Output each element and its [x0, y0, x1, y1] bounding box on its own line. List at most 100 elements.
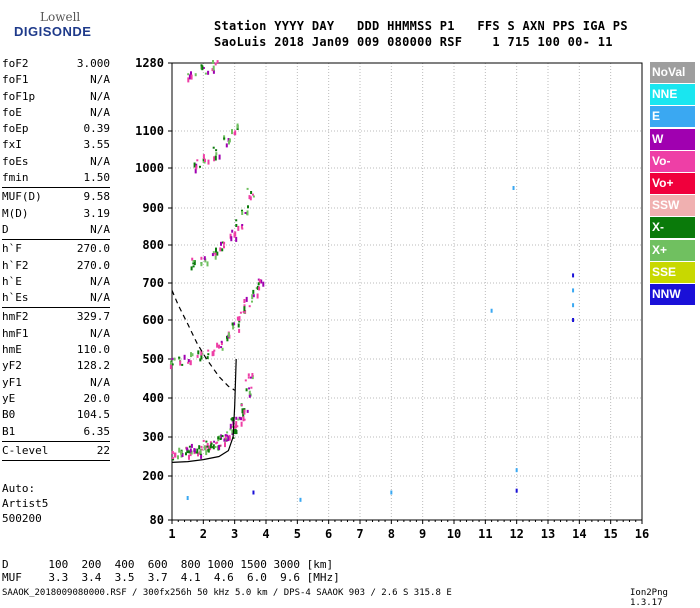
param-value: 0.39 [83, 122, 111, 136]
param-row: foF1 N/A [2, 72, 110, 88]
legend-item-e: E [650, 106, 695, 128]
echo-point [228, 434, 231, 440]
y-tick-label: 1100 [135, 124, 164, 138]
echo-point [248, 394, 251, 398]
echo-point [572, 318, 575, 322]
echo-point [224, 434, 227, 438]
echo-point [245, 296, 248, 302]
echo-point [214, 252, 217, 256]
param-row: MUF(D) 9.58 [2, 189, 110, 205]
echo-point [231, 425, 234, 428]
echo-point [204, 159, 206, 162]
echo-point [212, 251, 215, 255]
param-value: 1.50 [83, 171, 111, 185]
echo-point [236, 316, 239, 321]
param-row: C-level 22 [2, 443, 110, 459]
echo-point [188, 74, 191, 80]
echo-point [194, 73, 197, 77]
echo-point [214, 446, 217, 448]
echo-point [230, 236, 233, 242]
echo-point [207, 70, 210, 75]
echo-point [191, 257, 194, 261]
echo-point [191, 353, 194, 357]
x-tick-label: 15 [603, 527, 617, 541]
param-name: foF2 [2, 57, 29, 70]
param-value: N/A [90, 73, 110, 87]
param-row: foEs N/A [2, 154, 110, 170]
echo-point [390, 490, 393, 495]
echo-point [206, 356, 209, 360]
echo-point [246, 210, 249, 216]
echo-point [206, 445, 209, 448]
footer-version: Ion2Png 1.3.17 [630, 588, 668, 608]
echo-point [252, 195, 255, 198]
param-value: 3.000 [76, 57, 110, 70]
param-value: 3.55 [83, 138, 111, 152]
echo-point [187, 77, 190, 83]
echo-point [197, 350, 200, 355]
echo-point [207, 159, 210, 165]
echo-point [247, 376, 250, 379]
echo-point [199, 448, 202, 454]
echo-point [240, 403, 243, 406]
echo-point [251, 375, 254, 380]
echo-point [229, 428, 232, 431]
param-name: hmE [2, 343, 22, 357]
echo-point [490, 308, 493, 313]
echo-point [237, 418, 240, 421]
echo-point [201, 352, 204, 355]
echo-point [226, 431, 229, 434]
param-row: B0 104.5 [2, 407, 110, 423]
echo-point [244, 379, 247, 382]
param-value: 128.2 [76, 359, 110, 373]
param-row: fmin 1.50 [2, 170, 110, 186]
echo-point [194, 168, 197, 174]
echo-point [247, 205, 249, 209]
echo-point [233, 425, 236, 429]
echo-point [218, 344, 220, 349]
param-row: h`F2 270.0 [2, 258, 110, 274]
echo-point [212, 146, 215, 149]
x-tick-label: 6 [325, 527, 332, 541]
echo-point [241, 209, 243, 212]
param-name: h`F [2, 242, 22, 256]
echo-point [235, 236, 238, 242]
legend-item-nne: NNE [650, 84, 695, 106]
echo-point [212, 60, 214, 64]
echo-point [238, 328, 241, 333]
echo-point [183, 354, 186, 360]
echo-point [190, 266, 193, 271]
echo-point [235, 421, 238, 427]
param-name: foEp [2, 122, 29, 136]
echo-point [251, 300, 253, 303]
echo-point [256, 285, 259, 290]
echo-point [262, 281, 265, 287]
echo-point [233, 429, 236, 435]
echo-point [215, 149, 218, 152]
echo-point [187, 73, 190, 76]
echo-point [211, 68, 214, 72]
echo-point [189, 448, 192, 453]
echo-point [189, 452, 192, 457]
echo-point [241, 227, 244, 230]
polarization-legend: NoVal NNE E W Vo- Vo+ SSW X- X+ SSE NNW [650, 62, 695, 306]
echo-point [249, 196, 252, 201]
echo-point [214, 62, 217, 66]
echo-point [169, 364, 172, 370]
y-tick-label: 1000 [135, 161, 164, 175]
echo-point [221, 347, 224, 351]
echo-point [216, 251, 219, 256]
echo-point [243, 409, 246, 415]
echo-point [243, 299, 246, 303]
echo-point [220, 340, 223, 343]
echo-point [252, 490, 255, 495]
y-tick-label: 700 [142, 276, 164, 290]
legend-item-sse: SSE [650, 261, 695, 283]
param-name: foEs [2, 154, 29, 168]
echo-point [242, 311, 245, 313]
y-tick-label: 400 [142, 391, 164, 405]
dashed-profile-line [171, 290, 236, 391]
echo-point [188, 445, 191, 448]
echo-point [187, 359, 190, 362]
